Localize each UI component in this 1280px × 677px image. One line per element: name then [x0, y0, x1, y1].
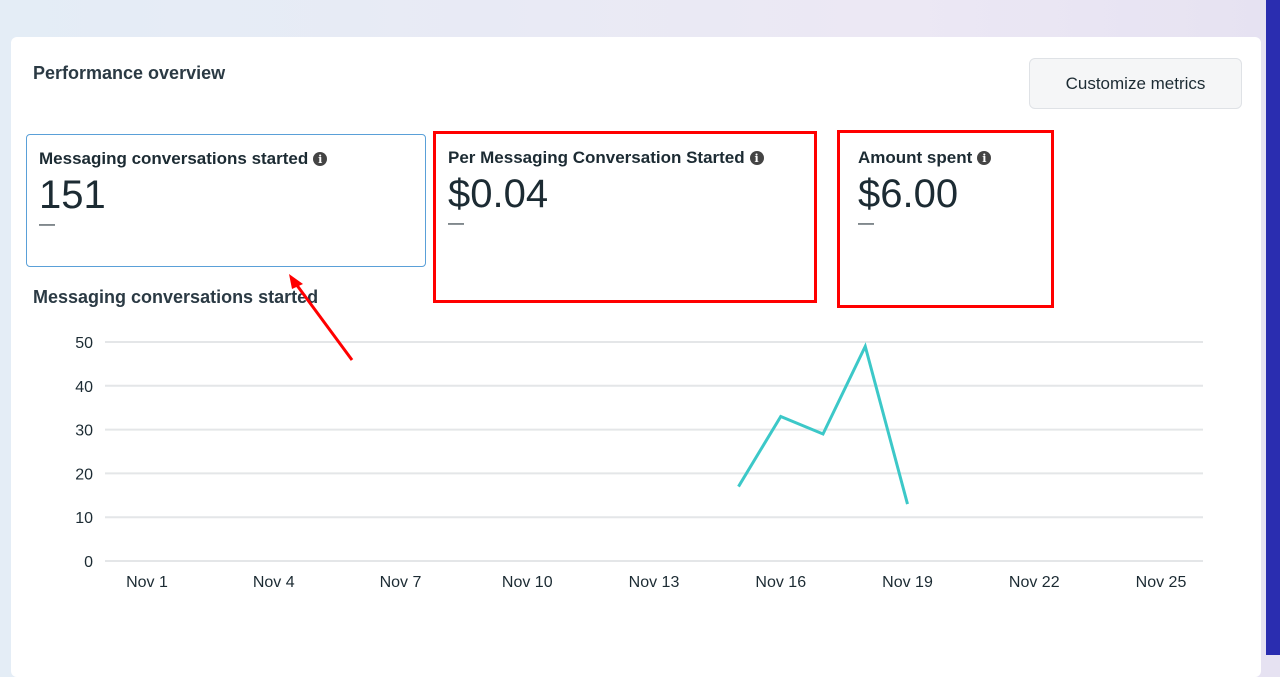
x-tick-label: Nov 10 [502, 574, 553, 591]
y-tick-label: 0 [84, 554, 93, 571]
line-chart: 0 10 20 30 40 50 Nov 1 Nov 4 Nov 7 Nov 10 Nov 13 No… [0, 0, 1280, 655]
y-tick-label: 40 [75, 379, 93, 396]
y-tick-label: 10 [75, 510, 93, 527]
y-tick-label: 50 [75, 335, 93, 352]
x-tick-label: Nov 25 [1136, 574, 1187, 591]
y-tick-label: 30 [75, 423, 93, 440]
x-tick-label: Nov 1 [126, 574, 168, 591]
x-tick-label: Nov 4 [253, 574, 295, 591]
x-tick-label: Nov 13 [629, 574, 680, 591]
annotation-arrowhead [289, 274, 303, 289]
y-tick-label: 20 [75, 466, 93, 483]
series-line [739, 346, 908, 504]
x-tick-label: Nov 7 [380, 574, 422, 591]
x-tick-label: Nov 19 [882, 574, 933, 591]
x-tick-label: Nov 22 [1009, 574, 1060, 591]
annotation-arrow [296, 284, 352, 360]
x-tick-label: Nov 16 [755, 574, 806, 591]
